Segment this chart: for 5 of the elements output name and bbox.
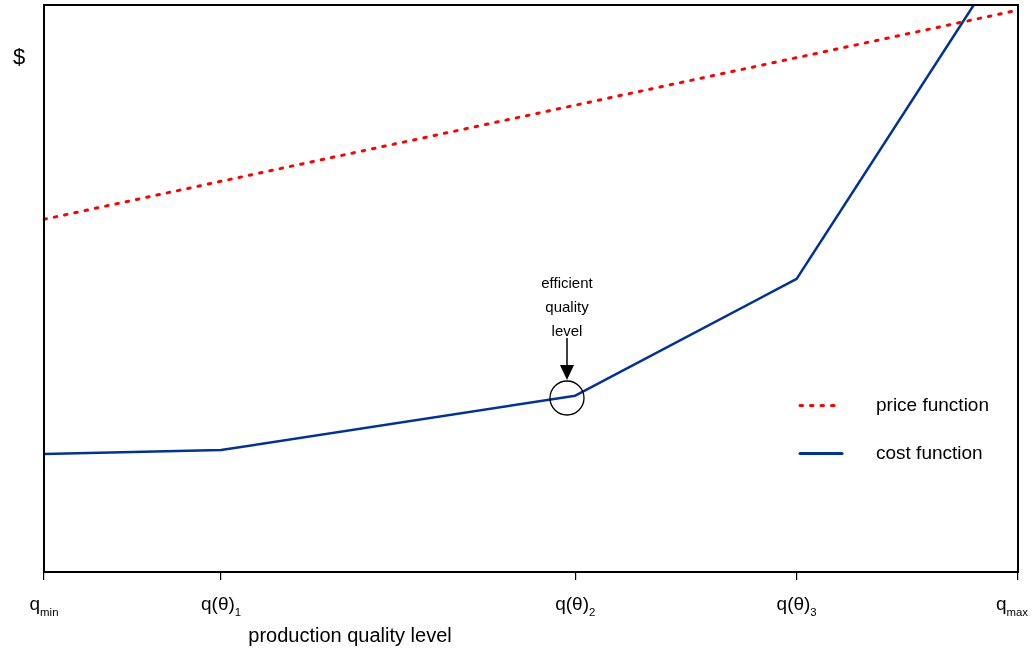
annotation: efficient quality level xyxy=(541,274,594,340)
x-axis-title: production quality level xyxy=(248,624,452,646)
legend-label: cost function xyxy=(876,441,983,463)
legend-label: price function xyxy=(876,393,990,415)
y-axis-title: $ xyxy=(12,44,26,69)
